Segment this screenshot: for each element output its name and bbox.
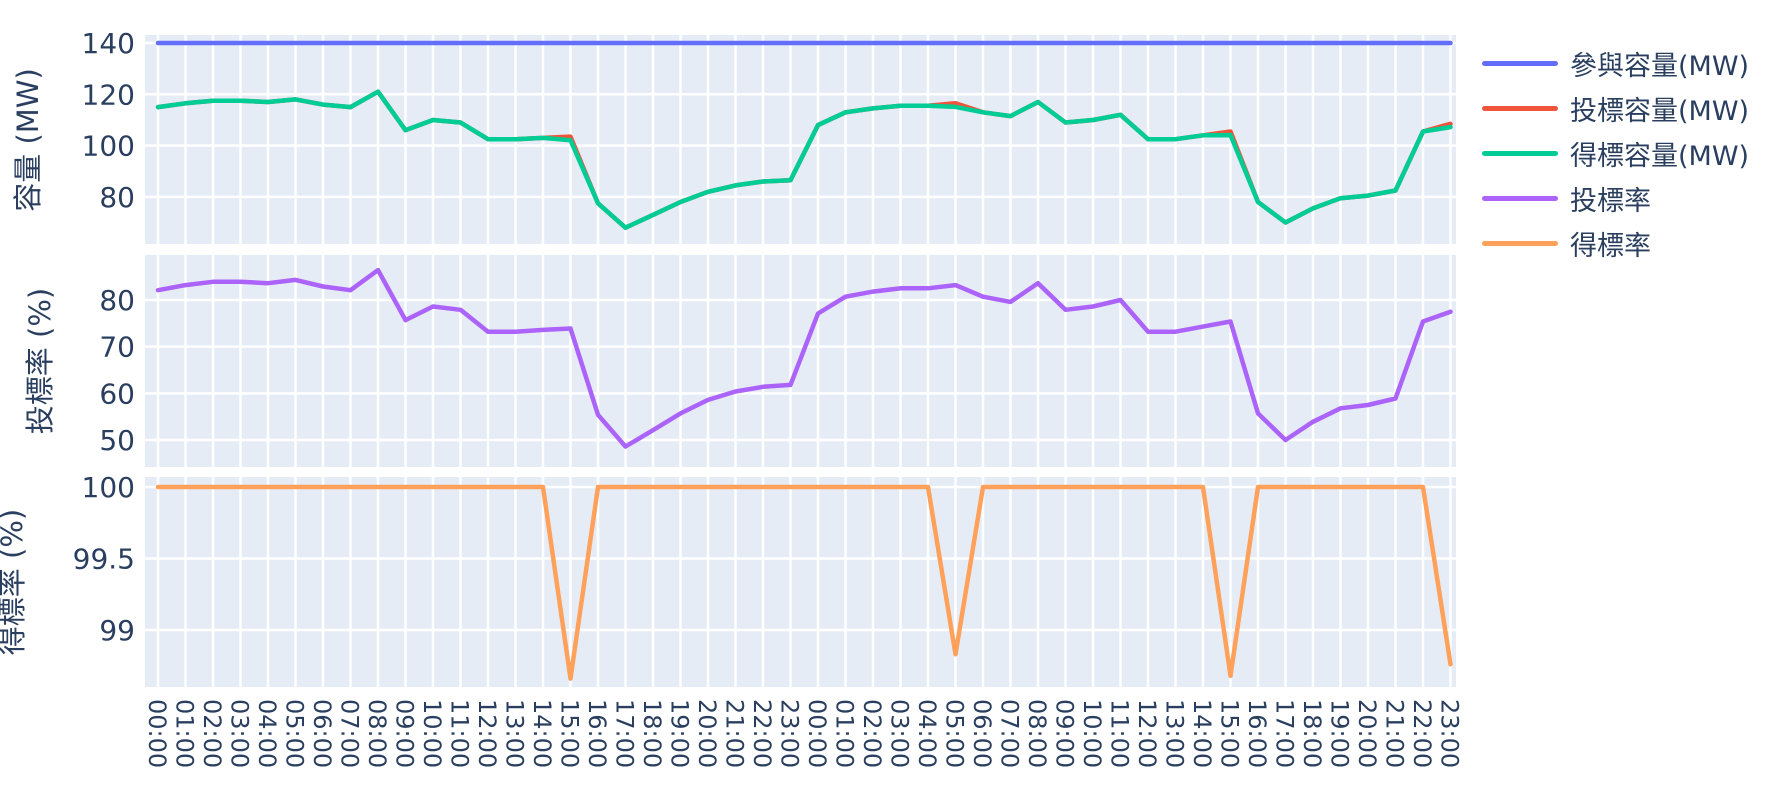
x-tick-label: 16:00	[1243, 699, 1271, 768]
y-tick-label: 120	[82, 78, 135, 111]
x-tick-label: 09:00	[1051, 699, 1079, 768]
legend-item-3[interactable]: 投標率	[1482, 183, 1749, 217]
x-tick-label: 05:00	[281, 699, 309, 768]
x-tick-label: 23:00	[1436, 699, 1464, 768]
legend-label: 得標容量(MW)	[1570, 141, 1750, 172]
y-tick-label: 80	[99, 181, 135, 214]
legend-swatch-icon	[1482, 196, 1558, 201]
y-tick-label: 99.5	[73, 543, 135, 576]
legend-label: 投標容量(MW)	[1570, 96, 1750, 127]
legend-swatch-icon	[1482, 241, 1558, 246]
y-axis-title-capacity: 容量 (MW)	[11, 68, 45, 212]
x-tick-label: 02:00	[858, 699, 886, 768]
trace-得標容量(MW)	[155, 89, 1453, 230]
y-tick-label: 50	[99, 424, 135, 457]
x-tick-label: 23:00	[776, 699, 804, 768]
x-tick-label: 02:00	[198, 699, 226, 768]
x-tick-label: 06:00	[968, 699, 996, 768]
x-tick-label: 20:00	[1353, 699, 1381, 768]
x-tick-label: 15:00	[556, 699, 584, 768]
x-tick-label: 16:00	[583, 699, 611, 768]
x-tick-label: 12:00	[473, 699, 501, 768]
x-tick-label: 08:00	[1023, 699, 1051, 768]
x-tick-label: 09:00	[391, 699, 419, 768]
x-tick-label: 05:00	[941, 699, 969, 768]
legend-label: 參與容量(MW)	[1570, 51, 1750, 82]
y-axis-title-bid-rate: 投標率 (%)	[23, 288, 57, 434]
x-tick-label: 22:00	[1408, 699, 1436, 768]
y-axis-title-win-rate: 得標率 (%)	[0, 509, 29, 655]
legend-label: 得標率	[1570, 231, 1651, 262]
legend-item-2[interactable]: 得標容量(MW)	[1482, 138, 1749, 172]
legend-swatch-icon	[1482, 61, 1558, 66]
legend: 參與容量(MW) 投標容量(MW) 得標容量(MW) 投標率得標率	[1482, 48, 1749, 262]
x-tick-label: 14:00	[1188, 699, 1216, 768]
x-tick-label: 17:00	[1271, 699, 1299, 768]
x-tick-label: 22:00	[748, 699, 776, 768]
y-tick-label: 100	[82, 130, 135, 163]
x-tick-label: 19:00	[1326, 699, 1354, 768]
x-tick-label: 18:00	[1298, 699, 1326, 768]
legend-item-4[interactable]: 得標率	[1482, 228, 1749, 262]
y-tick-label: 99	[99, 614, 135, 647]
trace-得標率	[155, 484, 1453, 681]
x-tick-label: 04:00	[913, 699, 941, 768]
x-tick-label: 10:00	[1078, 699, 1106, 768]
plot-area-0[interactable]	[145, 35, 1456, 244]
x-tick-label: 07:00	[336, 699, 364, 768]
x-tick-label: 18:00	[638, 699, 666, 768]
legend-item-0[interactable]: 參與容量(MW)	[1482, 48, 1749, 82]
x-tick-label: 00:00	[803, 699, 831, 768]
x-tick-label: 03:00	[886, 699, 914, 768]
trace-投標率	[155, 267, 1453, 449]
legend-swatch-icon	[1482, 151, 1558, 156]
legend-label: 投標率	[1570, 186, 1651, 217]
legend-item-1[interactable]: 投標容量(MW)	[1482, 93, 1749, 127]
x-tick-label: 13:00	[1161, 699, 1189, 768]
x-tick-label: 07:00	[996, 699, 1024, 768]
y-tick-label: 100	[82, 471, 135, 504]
x-tick-label: 20:00	[693, 699, 721, 768]
x-tick-label: 06:00	[308, 699, 336, 768]
y-tick-label: 140	[82, 27, 135, 60]
x-tick-label: 13:00	[501, 699, 529, 768]
y-tick-label: 80	[99, 284, 135, 317]
x-tick-label: 15:00	[1216, 699, 1244, 768]
x-tick-label: 12:00	[1133, 699, 1161, 768]
y-tick-label: 60	[99, 377, 135, 410]
x-tick-label: 11:00	[1106, 699, 1134, 768]
x-tick-label: 01:00	[171, 699, 199, 768]
x-tick-label: 14:00	[528, 699, 556, 768]
x-tick-label: 19:00	[666, 699, 694, 768]
x-tick-label: 10:00	[418, 699, 446, 768]
x-tick-label: 00:00	[143, 699, 171, 768]
x-tick-label: 21:00	[721, 699, 749, 768]
x-tick-label: 01:00	[831, 699, 859, 768]
plot-area-2[interactable]	[145, 477, 1456, 687]
x-tick-label: 17:00	[611, 699, 639, 768]
y-tick-label: 70	[99, 331, 135, 364]
x-tick-label: 21:00	[1381, 699, 1409, 768]
legend-swatch-icon	[1482, 106, 1558, 111]
x-tick-label: 11:00	[446, 699, 474, 768]
x-tick-label: 08:00	[363, 699, 391, 768]
x-tick-label: 03:00	[226, 699, 254, 768]
x-tick-label: 04:00	[253, 699, 281, 768]
